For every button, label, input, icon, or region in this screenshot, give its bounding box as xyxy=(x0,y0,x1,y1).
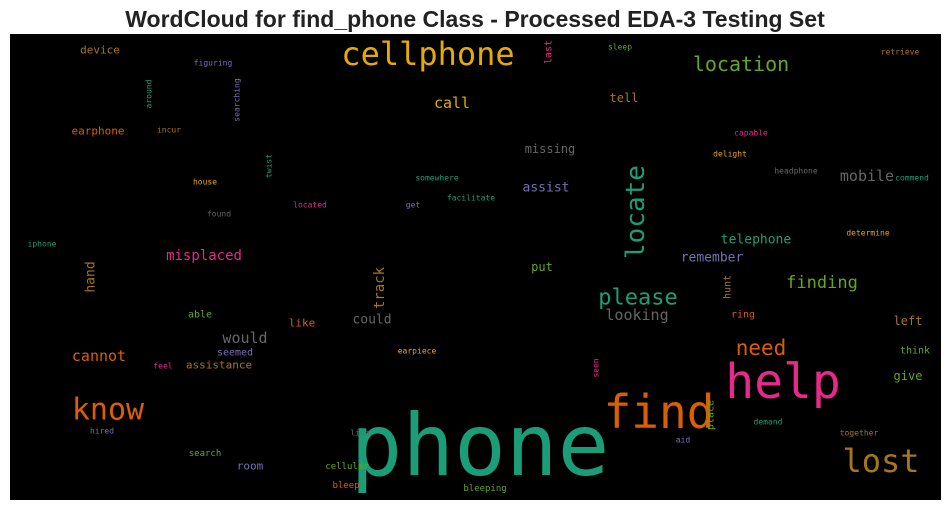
word-misplaced: misplaced xyxy=(166,248,242,264)
word-mobile: mobile xyxy=(840,167,894,185)
word-demand: demand xyxy=(754,418,783,427)
word-location: location xyxy=(693,52,789,76)
word-could: could xyxy=(352,313,391,328)
word-cellphone: cellphone xyxy=(341,35,514,73)
word-around: around xyxy=(145,79,154,108)
word-seemed: seemed xyxy=(217,348,253,359)
word-hand: hand xyxy=(84,261,99,292)
word-together: together xyxy=(840,429,879,438)
word-lost: lost xyxy=(842,442,919,480)
word-delight: delight xyxy=(713,150,747,159)
word-remember: remember xyxy=(681,251,744,266)
word-please: please xyxy=(598,286,677,311)
word-bleeping: bleeping xyxy=(463,484,506,494)
word-incur: incur xyxy=(157,126,181,135)
word-think: think xyxy=(900,346,930,357)
word-looking: looking xyxy=(605,306,668,324)
word-seen: seen xyxy=(592,358,601,377)
word-missing: missing xyxy=(525,142,576,156)
word-facilitate: facilitate xyxy=(447,194,495,203)
word-locate: locate xyxy=(621,165,651,259)
word-aid: aid xyxy=(676,436,691,445)
word-search: search xyxy=(189,449,222,459)
word-assist: assist xyxy=(523,181,570,196)
word-place: place xyxy=(706,400,717,430)
word-feel: feel xyxy=(153,362,172,371)
word-ring: ring xyxy=(731,310,755,321)
word-house: house xyxy=(193,178,217,187)
word-phone: phone xyxy=(351,396,610,496)
word-cellular: cellular xyxy=(325,462,369,472)
chart-title: WordCloud for find_phone Class - Process… xyxy=(125,6,825,32)
word-capable: capable xyxy=(734,129,768,138)
word-somewhere: somewhere xyxy=(415,174,459,183)
word-assistance: assistance xyxy=(186,359,252,372)
word-line: line xyxy=(350,429,369,438)
word-room: room xyxy=(237,460,264,473)
word-figuring: figuring xyxy=(194,59,233,68)
word-hired: hired xyxy=(90,427,114,436)
word-earphone: earphone xyxy=(72,125,125,138)
word-headphone: headphone xyxy=(774,167,818,176)
word-able: able xyxy=(188,310,212,321)
word-searching: searching xyxy=(233,78,242,122)
word-would: would xyxy=(222,329,267,347)
word-tell: tell xyxy=(610,91,639,105)
word-know: know xyxy=(72,393,145,428)
word-hunt: hunt xyxy=(723,275,734,299)
word-call: call xyxy=(434,94,470,112)
word-give: give xyxy=(894,369,923,383)
word-earpiece: earpiece xyxy=(398,347,437,356)
wordcloud-canvas: phone help find cellphone know lost locate plea… xyxy=(10,34,941,500)
word-cannot: cannot xyxy=(72,347,126,365)
word-last: last xyxy=(544,40,555,64)
word-bleep: bleep xyxy=(332,481,359,491)
word-iphone: iphone xyxy=(28,240,57,249)
word-found: found xyxy=(207,210,231,219)
word-twist: twist xyxy=(265,154,274,178)
word-sleep: sleep xyxy=(608,43,632,52)
word-need: need xyxy=(736,336,787,360)
word-retrieve: retrieve xyxy=(881,48,920,57)
word-device: device xyxy=(80,44,120,57)
word-get: get xyxy=(406,201,421,210)
word-put: put xyxy=(531,260,553,274)
word-find: find xyxy=(604,385,715,439)
word-located: located xyxy=(293,201,327,210)
word-track: track xyxy=(372,266,388,309)
word-telephone: telephone xyxy=(721,233,792,248)
word-determine: determine xyxy=(846,229,890,238)
word-like: like xyxy=(289,317,316,330)
word-left: left xyxy=(894,314,923,328)
word-commend: commend xyxy=(895,174,929,183)
word-finding: finding xyxy=(786,273,858,293)
word-help: help xyxy=(725,354,841,410)
